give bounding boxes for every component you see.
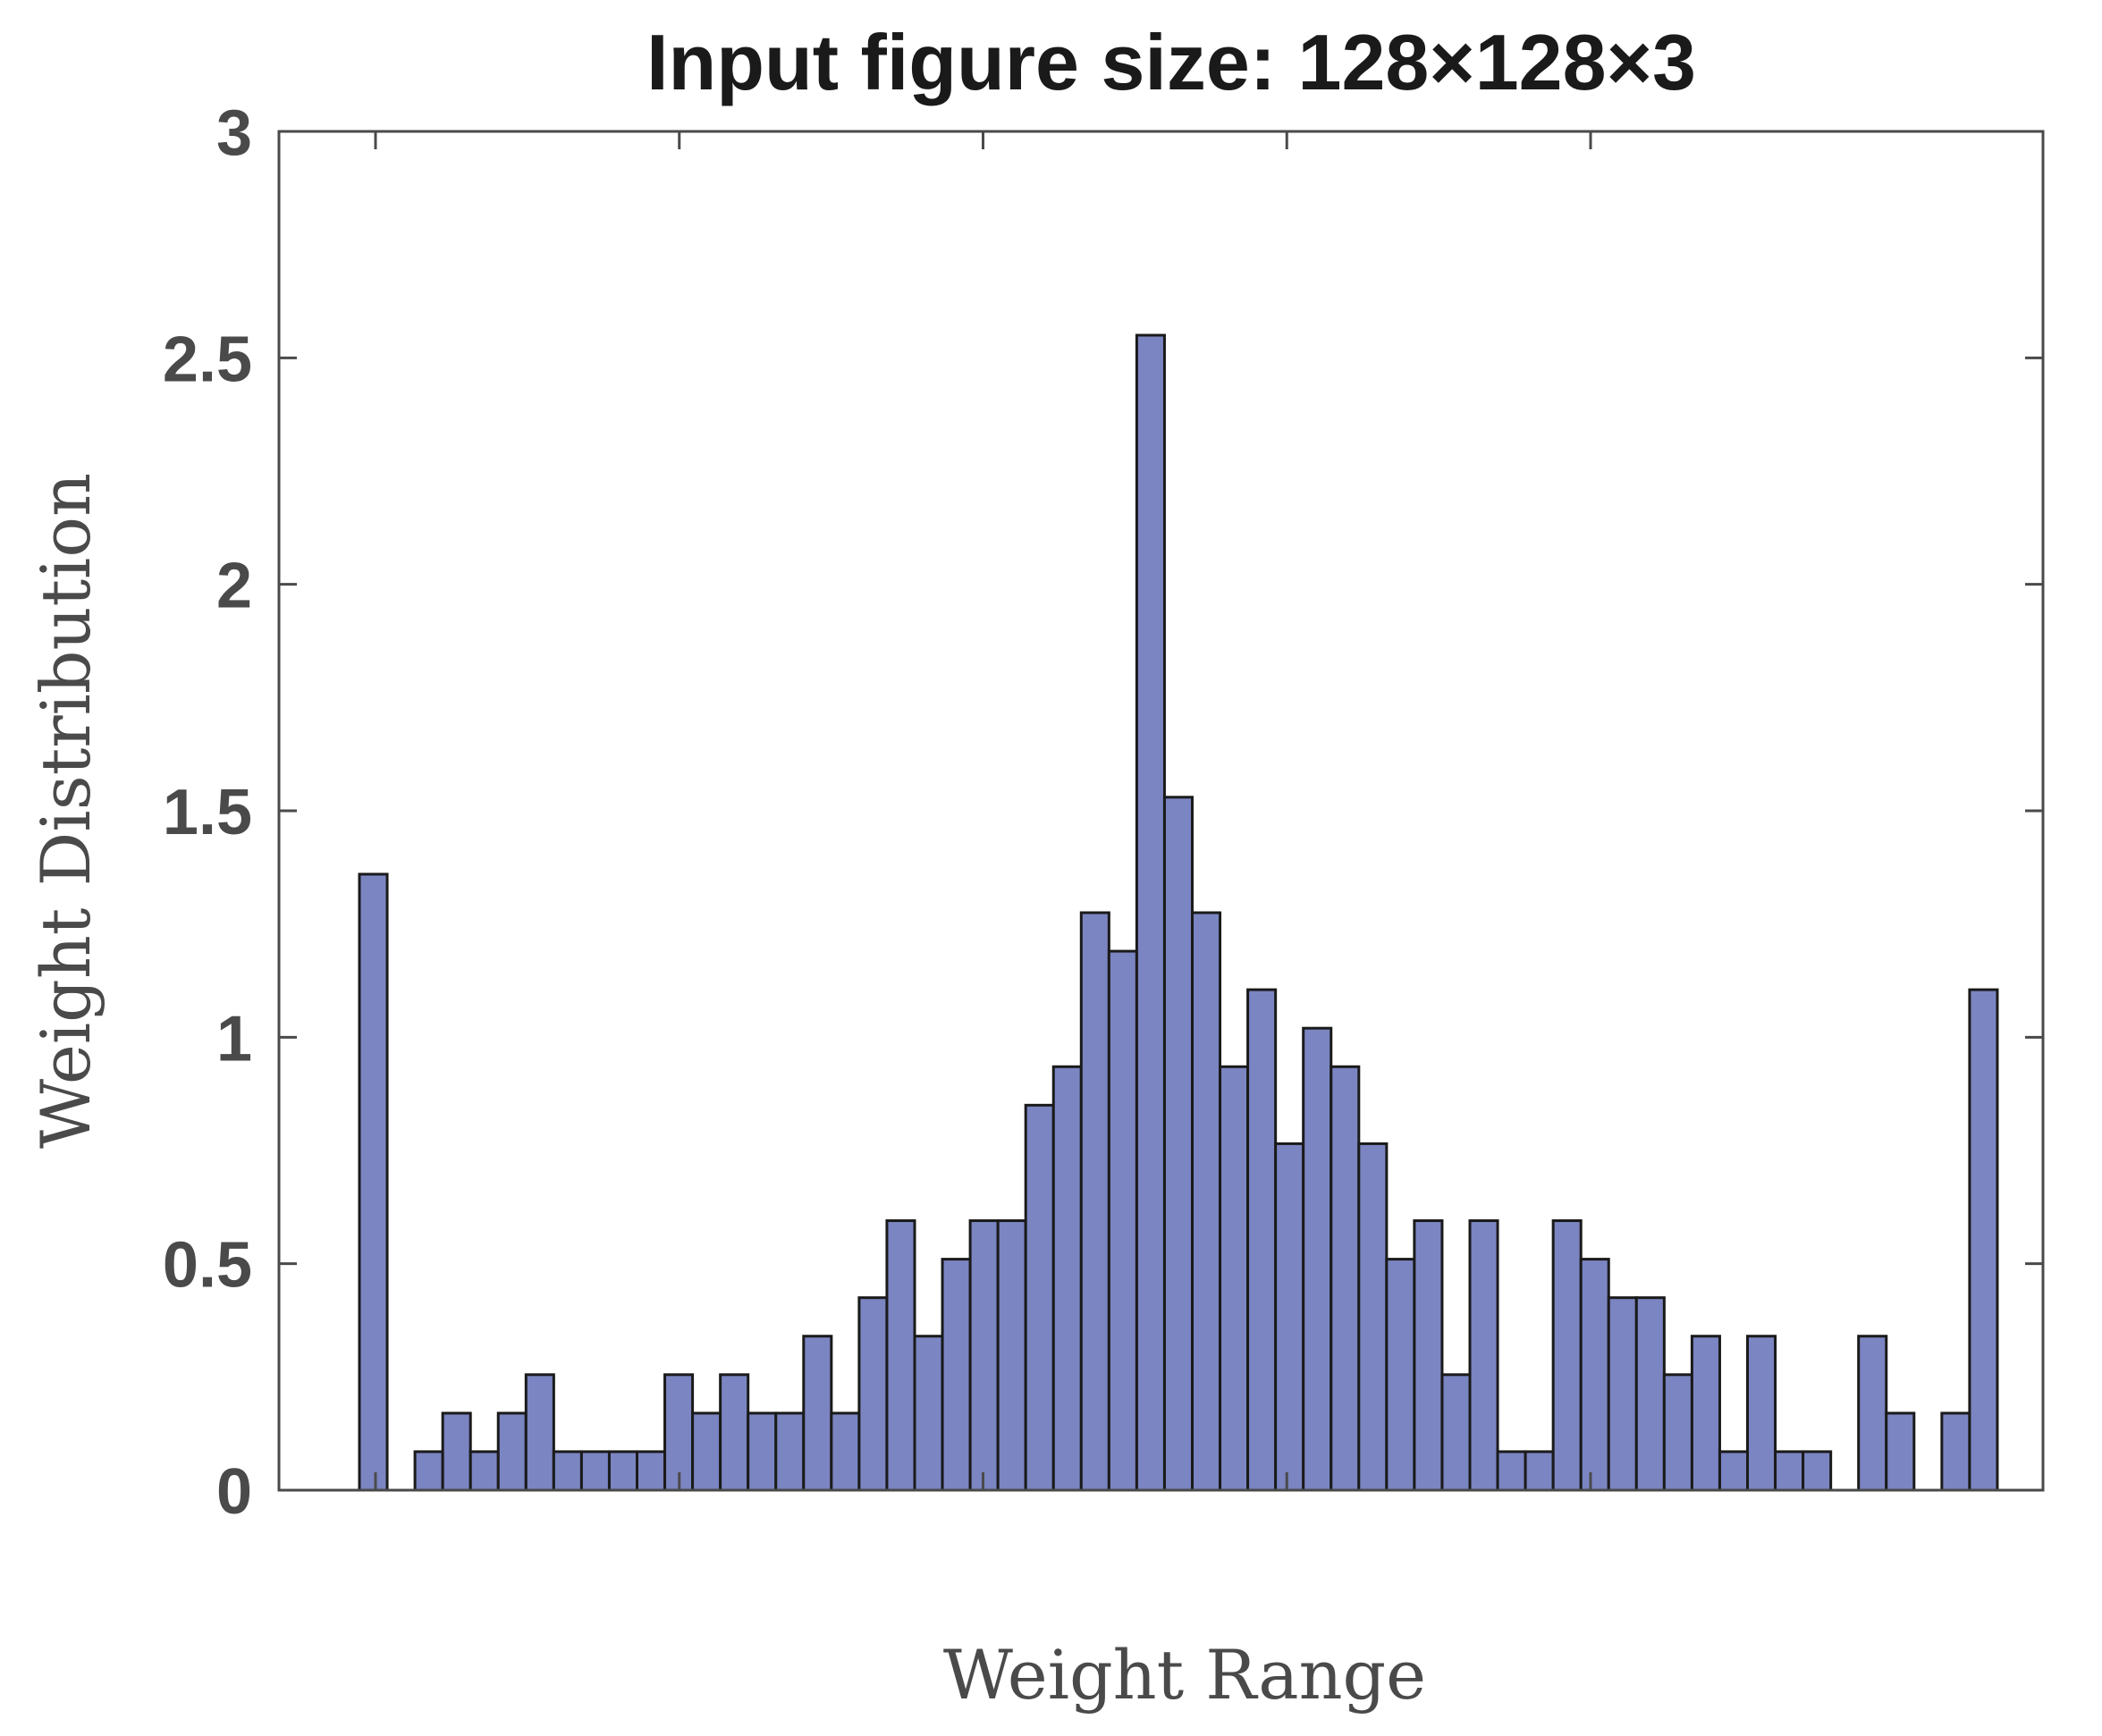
bar [1413, 1219, 1444, 1492]
x-axis-label: Weight Range [943, 1635, 1426, 1715]
bar [1551, 1219, 1583, 1492]
bar [941, 1258, 972, 1492]
bar [1496, 1450, 1527, 1492]
bar [1274, 1142, 1305, 1492]
bar [747, 1412, 778, 1492]
bar [913, 1335, 944, 1492]
y-axis: 0 0.5 1 1.5 2 2.5 3 [163, 97, 2043, 1528]
bar [1135, 333, 1166, 1492]
bar [1246, 988, 1278, 1492]
bar [358, 872, 389, 1492]
bar [857, 1296, 889, 1492]
bar [1440, 1373, 1472, 1492]
bar [1634, 1296, 1666, 1492]
bar [1802, 1450, 1833, 1492]
bar [1940, 1412, 1971, 1492]
bar [1718, 1450, 1749, 1492]
bar [469, 1450, 500, 1492]
bar [774, 1412, 806, 1492]
bar [636, 1450, 667, 1492]
bar [579, 1450, 611, 1492]
bar [996, 1219, 1027, 1492]
chart-title: Input figure size: 128×128×3 [646, 18, 1696, 106]
bar [1051, 1065, 1083, 1492]
bar [1662, 1373, 1693, 1492]
bar [524, 1373, 555, 1492]
y-tick-label: 1.5 [163, 777, 252, 848]
y-tick-label: 3 [216, 97, 252, 169]
bar [496, 1412, 528, 1492]
x-axis [374, 131, 1592, 1490]
bar [1219, 1065, 1250, 1492]
bar [552, 1450, 583, 1492]
bar [968, 1219, 1000, 1492]
bar [1107, 949, 1138, 1492]
bar [885, 1219, 916, 1492]
bar [1468, 1219, 1499, 1492]
bar [1885, 1412, 1916, 1492]
y-tick-label: 0.5 [163, 1230, 252, 1302]
bar [1357, 1142, 1389, 1492]
bar [1524, 1450, 1555, 1492]
y-tick-label: 0 [216, 1456, 252, 1528]
bar [1191, 911, 1222, 1492]
y-tick-label: 1 [216, 1003, 252, 1074]
y-axis-label: Weight Distribution [26, 473, 106, 1149]
bar [607, 1450, 639, 1492]
bar [1330, 1065, 1361, 1492]
bar [719, 1373, 750, 1492]
bar [441, 1412, 472, 1492]
bar [413, 1450, 444, 1492]
bar [1302, 1026, 1333, 1492]
bar [1162, 796, 1194, 1492]
bar [1079, 911, 1110, 1492]
bar [1968, 988, 1999, 1492]
bar [802, 1335, 833, 1492]
bar [1690, 1335, 1721, 1492]
bar [830, 1412, 861, 1492]
bar [1579, 1258, 1610, 1492]
bar [1385, 1258, 1416, 1492]
y-tick-label: 2.5 [163, 324, 252, 395]
y-tick-label: 2 [216, 551, 252, 622]
bar [1774, 1450, 1805, 1492]
bar [691, 1412, 722, 1492]
bar [1607, 1296, 1638, 1492]
bar [1857, 1335, 1888, 1492]
bar [1024, 1103, 1055, 1492]
bars-group [358, 333, 1999, 1492]
bar [1746, 1335, 1777, 1492]
